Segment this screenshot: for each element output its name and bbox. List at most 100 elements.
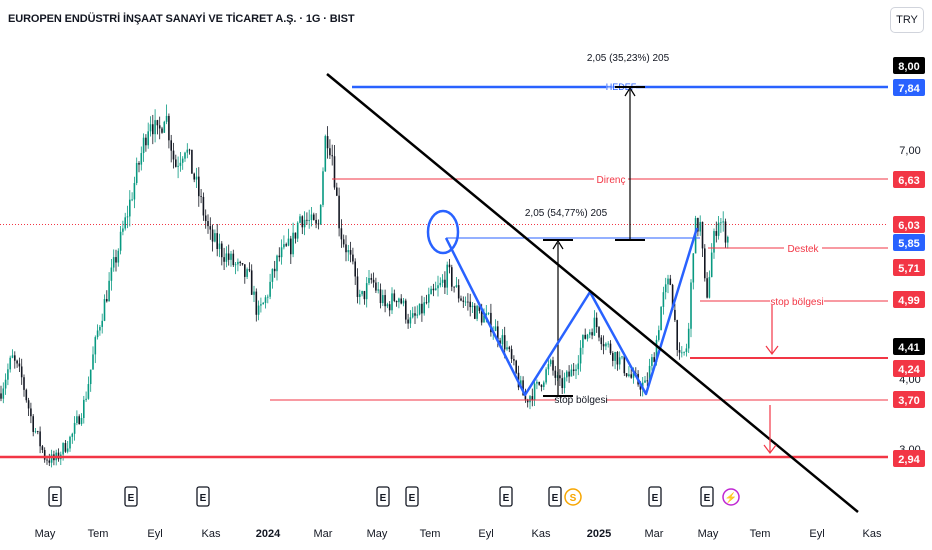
candle-body (106, 299, 108, 302)
candle-body (177, 165, 179, 167)
event-marker[interactable]: E (648, 486, 662, 507)
candle-body (336, 187, 338, 196)
svg-text:E: E (52, 493, 59, 504)
candle-body (538, 381, 540, 385)
candle-body (439, 282, 442, 286)
svg-text:7,84: 7,84 (898, 83, 920, 95)
candle-body (103, 299, 106, 321)
candle-body (499, 340, 501, 345)
candle-body (685, 348, 688, 352)
candle-body (513, 359, 515, 361)
candle-body (280, 247, 283, 258)
candle-body (299, 216, 301, 223)
currency-button[interactable]: TRY (890, 7, 924, 33)
candle-body (563, 377, 566, 389)
candle-body (170, 140, 172, 151)
candle-body (257, 305, 260, 315)
candle-body (510, 349, 513, 360)
event-marker[interactable]: E (700, 486, 714, 507)
candle-body (184, 152, 186, 159)
candle-body (216, 233, 218, 249)
event-marker[interactable]: E (196, 486, 210, 507)
candle-body (204, 215, 207, 222)
candle-body (294, 232, 297, 239)
candle-body (382, 295, 384, 304)
event-marker[interactable]: S (564, 488, 582, 506)
candle-body (618, 357, 621, 365)
candle-body (16, 360, 18, 364)
event-marker[interactable]: E (48, 486, 62, 507)
candle-body (646, 380, 649, 382)
candle-body (559, 375, 561, 379)
candle-body (697, 218, 699, 232)
event-marker[interactable]: E (405, 486, 419, 507)
candle-body (161, 128, 163, 133)
candle-body (377, 289, 379, 291)
candle-body (64, 443, 67, 452)
candle-body (692, 253, 695, 283)
measure-upper-label: 2,05 (35,23%) 205 (587, 53, 670, 64)
candle-body (584, 334, 586, 339)
candle-body (338, 195, 340, 229)
candle-body (497, 326, 499, 341)
price-badges: 8,00 7,84 6,63 6,03 5,85 5,71 4,99 4,41 4,24 3,70… (893, 57, 925, 467)
candle-body (25, 389, 28, 401)
candle-body (432, 288, 435, 291)
candle-body (462, 300, 465, 302)
candle-body (46, 459, 48, 461)
candle-body (628, 374, 630, 377)
x-axis-tick: 2025 (587, 528, 611, 540)
price-badge: 3,70 (893, 391, 925, 408)
event-marker[interactable]: E (499, 486, 513, 507)
candle-body (66, 448, 69, 452)
svg-text:S: S (570, 493, 577, 504)
candle-body (713, 231, 715, 253)
candle-body (414, 313, 416, 316)
svg-text:2,94: 2,94 (898, 454, 920, 466)
candle-body (365, 283, 368, 300)
candle-body (699, 221, 701, 232)
candle-body (398, 298, 400, 303)
svg-text:4,99: 4,99 (898, 295, 919, 307)
candle-body (407, 319, 409, 324)
event-marker[interactable]: E (376, 486, 390, 507)
candle-body (198, 176, 200, 197)
candle-body (80, 418, 83, 425)
candle-body (255, 291, 258, 315)
candle-body (483, 315, 485, 323)
candle-body (138, 163, 140, 165)
candle-body (278, 255, 281, 258)
candle-body (566, 371, 568, 378)
candle-body (356, 276, 359, 297)
event-marker[interactable]: E (548, 486, 562, 507)
svg-text:6,03: 6,03 (898, 220, 919, 232)
candle-body (179, 162, 182, 166)
candle-body (441, 279, 444, 283)
candle-body (444, 279, 446, 288)
candle-body (329, 148, 331, 156)
event-marker[interactable]: ⚡ (722, 488, 740, 506)
candle-body (598, 327, 600, 338)
candle-body (384, 295, 386, 307)
event-marker[interactable]: E (124, 486, 138, 507)
candle-body (457, 285, 460, 299)
candle-body (340, 228, 343, 240)
candle-body (135, 163, 138, 184)
candle-body (30, 408, 32, 417)
candle-body (248, 269, 251, 271)
candle-body (416, 314, 419, 316)
candle-body (285, 244, 287, 246)
candle-body (140, 153, 143, 165)
candle-body (662, 292, 665, 307)
candle-body (303, 219, 306, 228)
candle-body (370, 277, 373, 280)
candle-body (411, 313, 414, 318)
candle-body (142, 137, 145, 154)
candle-body (267, 296, 269, 298)
candle-body (18, 363, 21, 367)
candle-body (671, 284, 674, 310)
x-axis-tick: Mar (645, 528, 664, 540)
candle-body (600, 337, 603, 345)
svg-text:E: E (704, 493, 711, 504)
